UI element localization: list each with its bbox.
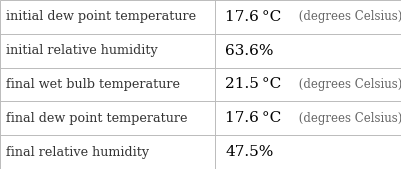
Text: initial relative humidity: initial relative humidity (6, 44, 157, 57)
Text: final relative humidity: final relative humidity (6, 146, 149, 159)
Text: 17.6 °C: 17.6 °C (225, 10, 281, 24)
Text: (degrees Celsius): (degrees Celsius) (295, 78, 401, 91)
Text: 47.5%: 47.5% (225, 145, 273, 159)
Text: 21.5 °C: 21.5 °C (225, 78, 281, 91)
Text: initial dew point temperature: initial dew point temperature (6, 10, 196, 23)
Text: 17.6 °C: 17.6 °C (225, 111, 281, 125)
Text: (degrees Celsius): (degrees Celsius) (295, 10, 401, 23)
Text: final dew point temperature: final dew point temperature (6, 112, 187, 125)
Text: 63.6%: 63.6% (225, 44, 273, 58)
Text: (degrees Celsius): (degrees Celsius) (295, 112, 401, 125)
Text: final wet bulb temperature: final wet bulb temperature (6, 78, 180, 91)
